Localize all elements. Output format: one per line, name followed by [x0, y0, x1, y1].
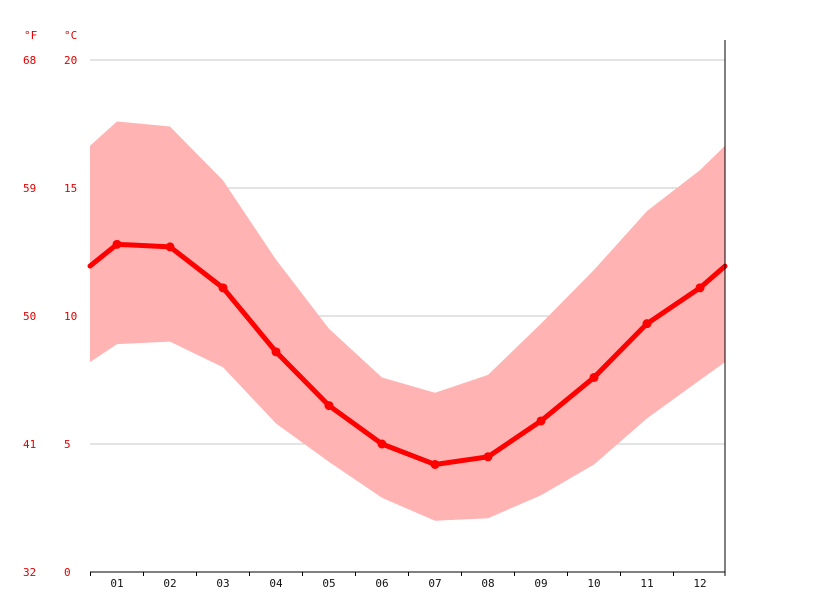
fahrenheit-unit-label: °F: [24, 29, 37, 42]
y-tick-label-celsius: 0: [64, 566, 71, 579]
temperature-point: [642, 319, 652, 329]
x-tick-label-month: 05: [322, 577, 335, 590]
x-tick-label-month: 10: [587, 577, 600, 590]
x-tick-label-month: 11: [640, 577, 653, 590]
celsius-unit-label: °C: [64, 29, 77, 42]
axis-labels: °F °C 32 0 41 5 50 10 59 15 68 20 01 02 03 04 05 06 07 08…: [23, 29, 707, 590]
y-tick-label-fahrenheit: 59: [23, 182, 36, 195]
y-tick-label-fahrenheit: 68: [23, 54, 36, 67]
x-tick-label-month: 03: [216, 577, 229, 590]
temperature-point: [695, 283, 705, 293]
x-tick-label-month: 09: [534, 577, 547, 590]
y-tick-label-celsius: 20: [64, 54, 77, 67]
y-tick-label-fahrenheit: 41: [23, 438, 36, 451]
temperature-line-layer: [87, 239, 728, 469]
temperature-point: [271, 347, 281, 357]
x-tick-label-month: 07: [428, 577, 441, 590]
y-tick-label-celsius: 10: [64, 310, 77, 323]
y-tick-label-celsius: 5: [64, 438, 71, 451]
temperature-point: [377, 439, 387, 449]
temperature-point: [483, 452, 493, 462]
temperature-point: [430, 459, 440, 469]
y-tick-label-fahrenheit: 32: [23, 566, 36, 579]
y-tick-label-fahrenheit: 50: [23, 310, 36, 323]
x-tick-label-month: 08: [481, 577, 494, 590]
temperature-point: [589, 372, 599, 382]
axes: [90, 40, 726, 576]
temperature-point: [112, 239, 122, 249]
x-tick-label-month: 04: [269, 577, 283, 590]
temperature-point: [165, 242, 175, 252]
x-tick-label-month: 02: [163, 577, 176, 590]
x-tick-label-month: 06: [375, 577, 388, 590]
temperature-point: [324, 401, 334, 411]
x-tick-label-month: 01: [110, 577, 123, 590]
x-tick-label-month: 12: [693, 577, 706, 590]
temperature-range-band: [90, 121, 725, 521]
temperature-range-band-layer: [90, 121, 725, 521]
temperature-point: [218, 283, 228, 293]
average-temperature-line: [87, 241, 728, 467]
y-tick-label-celsius: 15: [64, 182, 77, 195]
temperature-point: [536, 416, 546, 426]
